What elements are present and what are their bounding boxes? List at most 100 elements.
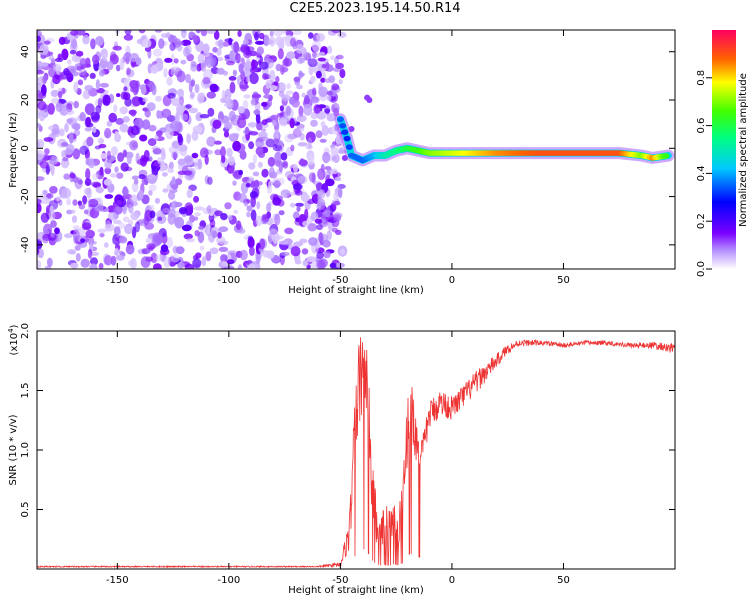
noise-cell: [66, 72, 74, 83]
ridge-cell: [662, 153, 670, 159]
noise-cell: [85, 229, 95, 239]
noise-cell: [65, 109, 75, 115]
noise-cell: [118, 236, 128, 244]
noise-cell: [75, 50, 84, 57]
noise-cell: [104, 167, 112, 175]
noise-cell: [169, 42, 176, 52]
noise-cell: [73, 123, 81, 131]
noise-cell: [293, 76, 301, 83]
noise-cell: [318, 51, 326, 56]
noise-cell: [337, 31, 347, 38]
noise-cell: [298, 57, 306, 64]
noise-cell: [213, 30, 220, 40]
noise-cell: [67, 249, 76, 255]
noise-cell: [281, 94, 291, 102]
noise-cell: [54, 227, 60, 235]
noise-cell: [252, 171, 260, 177]
noise-cell: [97, 228, 107, 233]
noise-cell: [181, 224, 192, 232]
noise-cell: [63, 173, 70, 180]
noise-cell: [250, 180, 256, 188]
y-tick-label: 1.0: [20, 442, 31, 458]
noise-cell: [169, 120, 180, 132]
noise-cell: [335, 229, 342, 235]
noise-cell: [180, 113, 189, 122]
noise-cell: [69, 49, 77, 55]
noise-cell: [254, 40, 265, 45]
noise-cell: [273, 180, 281, 189]
noise-cell: [288, 96, 295, 105]
noise-cell: [266, 99, 273, 107]
noise-cell: [313, 104, 321, 114]
noise-cell: [88, 198, 99, 208]
noise-cell: [252, 154, 257, 164]
noise-cell: [137, 96, 143, 102]
noise-cell: [50, 163, 55, 176]
noise-cell: [104, 127, 112, 139]
noise-cell: [140, 84, 147, 95]
noise-cell: [275, 36, 284, 47]
noise-cell: [200, 30, 208, 37]
noise-cell: [233, 132, 240, 138]
noise-cell: [216, 56, 224, 62]
noise-cell: [138, 189, 144, 200]
noise-cell: [139, 154, 148, 167]
noise-cell: [80, 258, 90, 268]
noise-cell: [267, 156, 276, 167]
noise-cell: [224, 202, 232, 210]
noise-cell: [277, 82, 286, 93]
noise-cell: [272, 119, 277, 127]
noise-cell: [238, 169, 244, 176]
colorbar-tick-label: 0.6: [696, 118, 707, 134]
noise-cell: [280, 66, 289, 73]
noise-cell: [120, 91, 128, 100]
noise-cell: [116, 172, 124, 179]
noise-cell: [312, 87, 317, 96]
noise-cell: [98, 262, 104, 269]
noise-cell: [209, 219, 216, 228]
noise-cell: [322, 152, 331, 164]
noise-cell: [75, 252, 81, 262]
noise-cell: [250, 98, 256, 107]
noise-cell: [170, 68, 175, 76]
noise-cell: [196, 63, 202, 72]
noise-cell: [228, 110, 236, 122]
noise-cell: [278, 118, 288, 127]
noise-cell: [334, 176, 342, 182]
noise-cell: [278, 160, 284, 173]
noise-cell: [123, 86, 128, 91]
noise-cell: [331, 30, 341, 34]
noise-cell: [296, 114, 307, 122]
noise-cell: [310, 211, 319, 222]
snr-exponent-label: (x104): [7, 324, 20, 355]
noise-cell: [166, 237, 173, 248]
noise-cell: [61, 48, 69, 60]
noise-cell: [153, 263, 162, 269]
noise-cell: [207, 176, 213, 185]
noise-cell: [213, 140, 222, 145]
noise-cell: [62, 157, 69, 162]
noise-cell: [133, 178, 139, 185]
noise-cell: [167, 168, 175, 173]
noise-cell: [130, 211, 140, 221]
noise-cell: [193, 216, 199, 221]
noise-cell: [120, 162, 129, 172]
noise-cell: [69, 172, 76, 179]
y-tick-label: 1.5: [20, 383, 31, 399]
noise-cell: [126, 154, 132, 165]
noise-cell: [308, 32, 314, 39]
noise-cell: [261, 168, 269, 178]
noise-cell: [128, 109, 137, 116]
noise-cell: [248, 141, 255, 150]
noise-cell: [39, 160, 49, 169]
noise-cell: [123, 34, 134, 41]
noise-cell: [268, 166, 275, 179]
noise-cell: [268, 85, 278, 91]
noise-cell: [226, 147, 233, 157]
noise-cell: [39, 43, 49, 55]
noise-cell: [274, 213, 281, 226]
noise-cell: [175, 89, 185, 96]
noise-cell: [268, 228, 278, 239]
noise-cell: [42, 75, 47, 85]
noise-cell: [245, 182, 251, 188]
